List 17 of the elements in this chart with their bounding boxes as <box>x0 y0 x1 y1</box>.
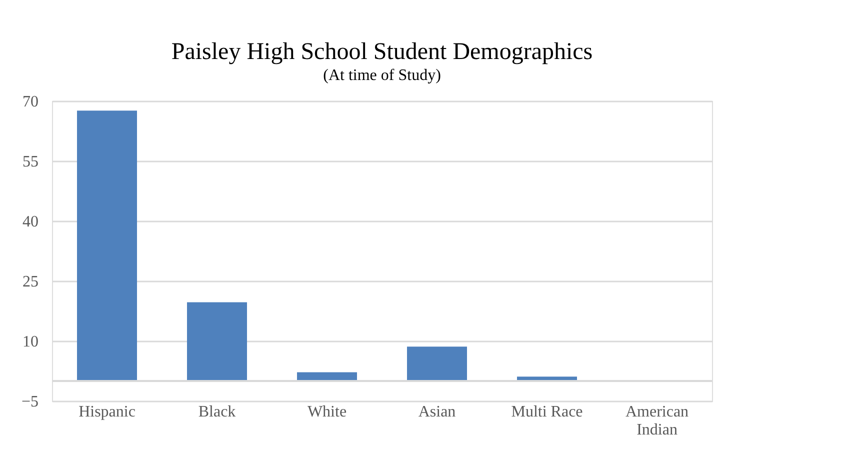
y-tick-label: 40 <box>22 214 38 230</box>
bar <box>407 346 467 381</box>
y-tick-label: 55 <box>22 154 38 170</box>
y-tick-label: 25 <box>22 274 38 290</box>
y-tick-label: 70 <box>22 94 38 110</box>
x-tick-label: Hispanic <box>78 404 136 420</box>
chart-subtitle: (At time of Study) <box>323 67 441 84</box>
chart-title: Paisley High School Student Demographics <box>171 39 593 65</box>
x-tick-label: American Indian <box>625 404 689 438</box>
x-tick-label: Black <box>198 404 236 420</box>
bar <box>77 110 137 381</box>
x-tick-label: Asian <box>418 404 456 420</box>
x-tick-label: Multi Race <box>511 404 583 420</box>
bar <box>187 302 247 381</box>
y-tick-label: −5 <box>21 394 38 410</box>
y-tick-label: 10 <box>22 334 38 350</box>
x-tick-label: White <box>307 404 347 420</box>
